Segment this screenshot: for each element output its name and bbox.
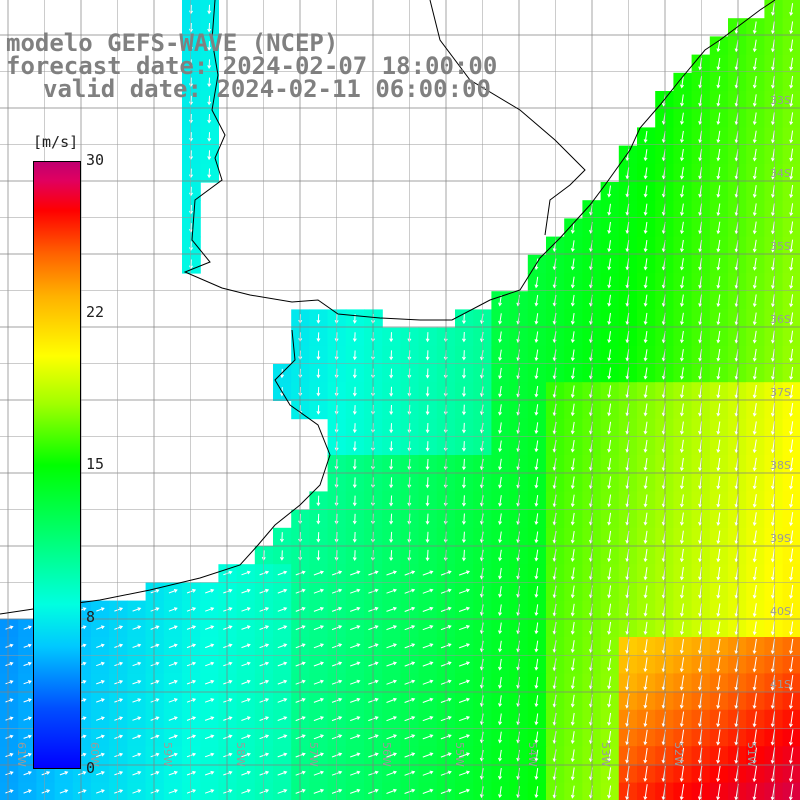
latitude-label: 40S	[770, 605, 791, 618]
longitude-label: 56W	[380, 742, 393, 767]
longitude-label: 54W	[526, 742, 539, 767]
colorbar-tick-label: 15	[86, 455, 105, 473]
latitude-label: 35S	[770, 240, 791, 253]
longitude-label: 55W	[453, 742, 466, 767]
latitude-label: 34S	[770, 167, 791, 180]
colorbar-unit-label: [m/s]	[33, 133, 79, 151]
longitude-label: 51W	[745, 742, 758, 767]
coastline-south	[0, 329, 331, 615]
colorbar-tick-label: 30	[86, 151, 105, 169]
coastline	[183, 0, 776, 321]
model-title: modelo GEFS-WAVE (NCEP)	[6, 29, 339, 57]
latitude-label: 38S	[770, 459, 791, 472]
latitude-label: 37S	[770, 386, 791, 399]
latitude-label: 36S	[770, 313, 791, 326]
wind-vector-field	[5, 3, 794, 800]
colorbar-tick-label: 8	[86, 608, 96, 626]
latitude-label: 39S	[770, 532, 791, 545]
colorbar	[33, 161, 81, 769]
longitude-label: 57W	[307, 742, 320, 767]
valid-date: valid date: 2024-02-11 06:00:00	[43, 75, 491, 103]
colorbar-tick-label: 22	[86, 303, 105, 321]
latitude-label: 41S	[770, 678, 791, 691]
longitude-labels: 61W 60W 59W 58W 57W 56W 55W 54W 53W 52W 51W	[15, 742, 758, 767]
longitude-label: 53W	[599, 742, 612, 767]
longitude-label: 58W	[234, 742, 247, 767]
latitude-labels: 33S 34S 35S 36S 37S 38S 39S 40S 41S	[770, 94, 791, 691]
longitude-label: 59W	[161, 742, 174, 767]
forecast-date: forecast date: 2024-02-07 18:00:00	[6, 52, 498, 80]
colorbar-tick-label: 0	[86, 759, 96, 777]
longitude-label: 60W	[88, 742, 101, 767]
longitude-label: 52W	[672, 742, 685, 767]
latitude-label: 33S	[770, 94, 791, 107]
longitude-label: 61W	[15, 742, 28, 767]
